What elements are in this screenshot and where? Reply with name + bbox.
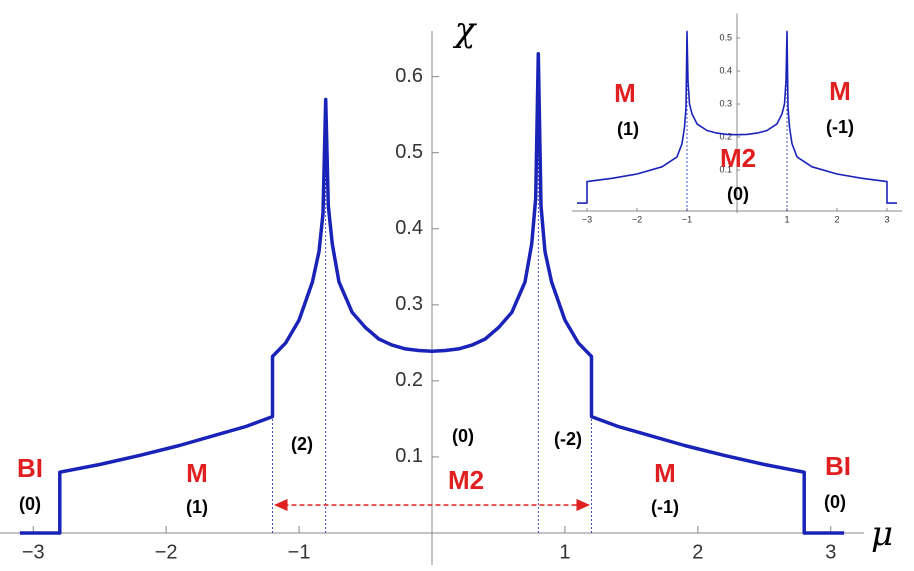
annotation: M xyxy=(829,76,851,106)
annotation: (-1) xyxy=(826,117,854,137)
x-axis-label: μ xyxy=(871,514,893,554)
y-tick-label: 0.1 xyxy=(395,445,423,467)
annotation: (-1) xyxy=(651,497,679,517)
x-tick-label: 3 xyxy=(825,541,836,563)
x-tick-label: 1 xyxy=(784,214,789,224)
x-tick-label: 3 xyxy=(884,214,889,224)
y-tick-label: 0.2 xyxy=(719,131,732,141)
annotation: (1) xyxy=(617,119,639,139)
y-tick-label: 0.3 xyxy=(719,98,732,108)
annotation: (1) xyxy=(186,497,208,517)
x-tick-label: −3 xyxy=(582,214,592,224)
y-tick-label: 0.6 xyxy=(395,65,423,87)
x-tick-label: −2 xyxy=(155,541,178,563)
y-tick-label: 0.5 xyxy=(719,32,732,42)
y-tick-label: 0.3 xyxy=(395,293,423,315)
x-tick-label: −1 xyxy=(288,541,311,563)
annotation: M2 xyxy=(448,465,484,495)
curve xyxy=(577,30,897,204)
y-tick-label: 0.4 xyxy=(719,65,732,75)
annotation: M xyxy=(654,458,676,488)
annotation: BI xyxy=(825,451,851,481)
annotation: (0) xyxy=(727,184,749,204)
x-tick-label: 1 xyxy=(559,541,570,563)
y-axis-label: χ xyxy=(453,10,478,50)
x-tick-label: −2 xyxy=(632,214,642,224)
annotation: (0) xyxy=(19,494,41,514)
y-tick-label: 0.2 xyxy=(395,369,423,391)
annotation: M2 xyxy=(720,143,756,173)
annotation: (-2) xyxy=(554,429,582,449)
x-tick-label: −3 xyxy=(22,541,45,563)
y-tick-label: 0.5 xyxy=(395,141,423,163)
x-tick-label: −1 xyxy=(682,214,692,224)
annotation: BI xyxy=(17,453,43,483)
y-tick-label: 0.4 xyxy=(395,217,423,239)
annotation: M xyxy=(186,458,208,488)
y-tick-label: 0.1 xyxy=(719,164,732,174)
annotation: (0) xyxy=(452,426,474,446)
annotation: (2) xyxy=(291,434,313,454)
annotation: (0) xyxy=(824,492,846,512)
annotation: M xyxy=(614,78,636,108)
x-tick-label: 2 xyxy=(692,541,703,563)
x-tick-label: 2 xyxy=(834,214,839,224)
curve xyxy=(19,52,845,535)
